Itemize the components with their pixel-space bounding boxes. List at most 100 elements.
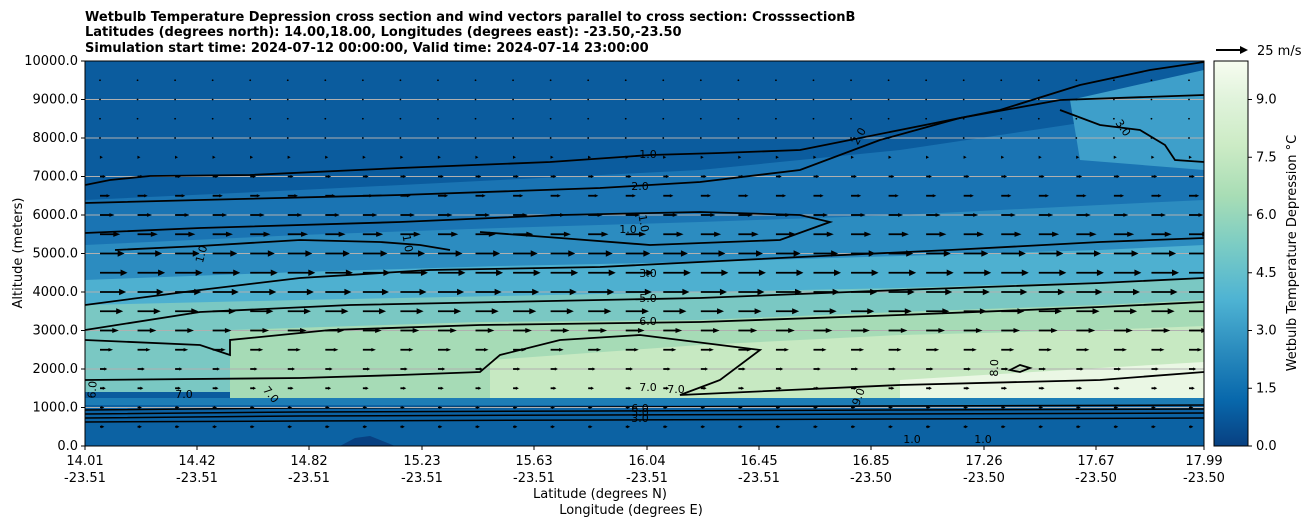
wind-vector bbox=[437, 231, 459, 237]
wind-vector bbox=[513, 367, 521, 371]
wind-vector-head bbox=[212, 155, 216, 159]
wind-vector-head bbox=[1005, 367, 1009, 371]
wind-vector bbox=[1001, 155, 1005, 159]
wind-vector-head bbox=[1122, 348, 1127, 352]
wind-vector bbox=[550, 174, 557, 179]
wind-vector bbox=[738, 269, 766, 276]
wind-vector-head bbox=[966, 174, 970, 179]
wind-vector-head bbox=[1095, 288, 1103, 296]
wind-vector-head bbox=[1077, 405, 1081, 410]
wind-vector bbox=[1150, 117, 1153, 120]
wind-vector-head bbox=[553, 174, 557, 179]
wind-vector-head bbox=[1021, 269, 1029, 276]
wind-vector bbox=[549, 79, 552, 82]
wind-vector-head bbox=[900, 328, 908, 333]
wind-vector-head bbox=[639, 231, 647, 237]
wind-vector-head bbox=[778, 174, 782, 179]
wind-vector-head bbox=[451, 231, 459, 237]
wind-vector-head bbox=[379, 308, 387, 315]
title-line-3: Simulation start time: 2024-07-12 00:00:… bbox=[85, 41, 649, 56]
wind-vector-head bbox=[889, 405, 893, 410]
wind-vector bbox=[888, 269, 917, 276]
wind-vector bbox=[1188, 137, 1190, 139]
wind-vector bbox=[513, 174, 519, 179]
wind-vector bbox=[775, 117, 777, 120]
wind-vector bbox=[175, 308, 199, 315]
wind-vector bbox=[136, 137, 139, 139]
wind-vector bbox=[99, 117, 101, 120]
wind-vector-head bbox=[297, 213, 303, 217]
wind-vector-head bbox=[254, 367, 258, 371]
wind-vector bbox=[775, 79, 777, 82]
wind-vector-head bbox=[250, 155, 254, 159]
wind-vector bbox=[513, 328, 532, 333]
wind-vector bbox=[512, 79, 514, 82]
wind-vector bbox=[1188, 79, 1190, 82]
wind-vector-head bbox=[228, 308, 236, 315]
wind-vector-head bbox=[943, 250, 951, 257]
wind-vector bbox=[851, 250, 876, 257]
wind-vector-head bbox=[1113, 155, 1117, 159]
wind-vector-head bbox=[1010, 213, 1016, 217]
wind-vector-head bbox=[601, 231, 609, 237]
wind-vector-head bbox=[1084, 348, 1090, 352]
wind-vector-head bbox=[457, 288, 465, 296]
wind-vector bbox=[437, 213, 453, 217]
wind-vector bbox=[400, 405, 405, 410]
wind-vector-head bbox=[901, 231, 909, 237]
wind-vector-head bbox=[515, 386, 519, 390]
wind-vector bbox=[1001, 213, 1016, 217]
wind-vector bbox=[888, 288, 915, 296]
wind-vector-head bbox=[400, 155, 404, 159]
x-axis-ticks: 14.01 -23.51 14.42 -23.51 14.82 -23.51 15.23 -2… bbox=[64, 446, 1225, 486]
wind-vector-head bbox=[270, 269, 278, 276]
wind-vector bbox=[512, 155, 516, 159]
wind-vector-head bbox=[188, 231, 196, 237]
wind-vector bbox=[437, 174, 444, 179]
wind-vector bbox=[1151, 250, 1177, 257]
wind-vector bbox=[1113, 194, 1125, 198]
wind-vector bbox=[738, 231, 759, 237]
wind-vector bbox=[737, 117, 740, 120]
wind-vector-head bbox=[938, 328, 945, 333]
wind-vector bbox=[137, 231, 158, 237]
wind-vector-head bbox=[253, 174, 257, 179]
wind-vector bbox=[1189, 213, 1204, 217]
wind-vector-head bbox=[1197, 348, 1203, 352]
wind-vector bbox=[399, 117, 402, 120]
wind-vector-head bbox=[664, 405, 668, 410]
title-line-1: Wetbulb Temperature Depression cross sec… bbox=[85, 10, 855, 25]
x-tick-label-lon: -23.51 bbox=[513, 471, 555, 486]
wind-vector bbox=[850, 137, 852, 139]
wind-vector bbox=[1113, 425, 1119, 429]
x-tick-label-lat: 14.01 bbox=[66, 454, 103, 469]
wind-vector bbox=[1113, 405, 1119, 410]
wind-vector-head bbox=[607, 288, 615, 296]
wind-vector-head bbox=[714, 231, 722, 237]
wind-vector-head bbox=[287, 155, 291, 159]
wind-vector-head bbox=[521, 348, 527, 352]
wind-vector-head bbox=[1159, 348, 1165, 352]
wind-vector bbox=[250, 231, 271, 237]
wind-vector-head bbox=[403, 386, 407, 390]
wind-vector bbox=[699, 98, 702, 101]
wind-vector bbox=[925, 137, 928, 139]
contour-label: 6.0 bbox=[631, 402, 649, 415]
wind-vector bbox=[250, 288, 277, 296]
wind-vector bbox=[99, 137, 101, 139]
contour-1-0-mid bbox=[85, 211, 834, 246]
wind-vector bbox=[662, 117, 665, 120]
wind-vector-head bbox=[289, 405, 293, 410]
wind-vector-head bbox=[530, 250, 538, 257]
wind-vector-head bbox=[1160, 213, 1166, 217]
wind-vector bbox=[1076, 308, 1100, 315]
wind-vector-head bbox=[262, 328, 270, 333]
wind-vector bbox=[325, 425, 330, 429]
wind-vector bbox=[851, 367, 859, 371]
wind-vector-head bbox=[158, 269, 166, 276]
wind-vector bbox=[1076, 194, 1087, 198]
wind-vector bbox=[325, 194, 336, 198]
wind-vector bbox=[663, 269, 691, 276]
wind-vector bbox=[851, 194, 862, 198]
wind-vector-head bbox=[741, 386, 745, 390]
